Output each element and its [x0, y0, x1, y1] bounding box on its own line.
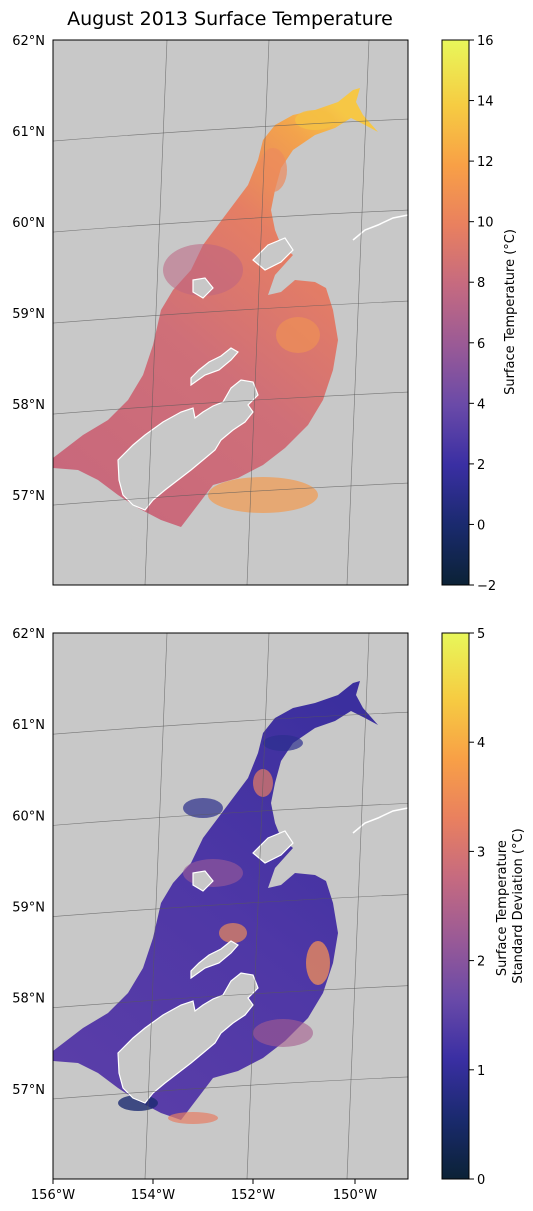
latitude-tick-label: 61°N	[12, 718, 45, 733]
meridian-line	[144, 633, 168, 1179]
colorbar-tick-label: 4	[477, 736, 485, 751]
longitude-tick-label: 152°W	[231, 1188, 275, 1203]
parallel-line	[53, 482, 408, 506]
colorbar-gradient	[442, 633, 469, 1179]
longitude-tick-label: 156°W	[31, 1188, 75, 1203]
colorbar-tick-label: 16	[477, 34, 494, 49]
longitude-ticks: 156°W 154°W 152°W 150°W	[31, 1179, 377, 1203]
parallel-line	[53, 711, 408, 735]
colorbar-gradient	[442, 40, 469, 585]
meridian-line	[246, 40, 270, 585]
colorbar-frame	[441, 632, 470, 1180]
latitude-tick-label: 57°N	[12, 489, 45, 504]
latitude-tick-label: 60°N	[12, 216, 45, 231]
colorbar-tick-label: 1	[477, 1064, 485, 1079]
longitude-tick-label: 150°W	[333, 1188, 377, 1203]
colorbar-tick-label: 14	[477, 95, 494, 110]
parallel-line	[53, 300, 408, 324]
colorbar-tick-label: 8	[477, 276, 485, 291]
parallel-line	[53, 391, 408, 415]
colorbar-tick-label: 0	[477, 518, 485, 533]
colorbar-tick-label: 5	[477, 627, 485, 642]
colorbar-tick-label: −2	[477, 579, 496, 594]
colorbar-frame	[441, 39, 470, 586]
map-frame	[52, 632, 409, 1180]
parallel-line	[53, 1076, 408, 1100]
parallel-line	[53, 803, 408, 826]
stddev-map-panel: 62°N 61°N 60°N 59°N 58°N 57°N 156°W 154°W 152°W…	[12, 627, 409, 1203]
graticule	[53, 40, 408, 585]
colorbar-tick-label: 2	[477, 955, 485, 970]
colorbar-tick-label: 10	[477, 216, 494, 231]
colorbar-ticks: 0 1 2 3 4 5	[469, 627, 485, 1188]
colorbar-label-line: Standard Deviation (°C)	[511, 828, 526, 983]
graticule	[53, 633, 408, 1179]
parallel-line	[53, 209, 408, 233]
longitude-tick-label: 154°W	[131, 1188, 175, 1203]
map-frame	[52, 39, 409, 586]
temperature-colorbar: −2 0 2 4 6 8 10 12 14 16 Surface Temperature (°C)	[441, 34, 518, 594]
colorbar-label-line: Surface Temperature	[495, 840, 510, 976]
latitude-tick-label: 61°N	[12, 125, 45, 140]
colorbar-tick-label: 4	[477, 397, 485, 412]
latitude-tick-label: 59°N	[12, 307, 45, 322]
latitude-tick-label: 59°N	[12, 901, 45, 916]
colorbar-label: Surface Temperature Standard Deviation (…	[495, 828, 526, 983]
latitude-tick-label: 62°N	[12, 627, 45, 642]
figure-title: August 2013 Surface Temperature	[67, 8, 393, 30]
latitude-tick-label: 62°N	[12, 34, 45, 49]
colorbar-label: Surface Temperature (°C)	[503, 229, 518, 395]
parallel-line	[53, 985, 408, 1009]
latitude-tick-label: 58°N	[12, 992, 45, 1007]
colorbar-ticks: −2 0 2 4 6 8 10 12 14 16	[469, 34, 496, 594]
colorbar-tick-label: 0	[477, 1173, 485, 1188]
latitude-tick-label: 58°N	[12, 398, 45, 413]
colorbar-tick-label: 2	[477, 458, 485, 473]
latitude-tick-label: 57°N	[12, 1083, 45, 1098]
meridian-line	[346, 40, 370, 585]
latitude-ticks: 62°N 61°N 60°N 59°N 58°N 57°N	[12, 627, 45, 1098]
parallel-line	[53, 894, 408, 917]
parallel-line	[53, 118, 408, 142]
colorbar-tick-label: 12	[477, 155, 494, 170]
temperature-map-panel: 62°N 61°N 60°N 59°N 58°N 57°N	[12, 34, 409, 586]
latitude-tick-label: 60°N	[12, 809, 45, 824]
meridian-line	[144, 40, 168, 585]
colorbar-tick-label: 3	[477, 845, 485, 860]
meridian-line	[246, 633, 270, 1179]
latitude-ticks: 62°N 61°N 60°N 59°N 58°N 57°N	[12, 34, 45, 504]
stddev-colorbar: 0 1 2 3 4 5 Surface Temperature Standard Devi…	[441, 627, 526, 1188]
colorbar-label-line: Surface Temperature (°C)	[503, 229, 518, 395]
meridian-line	[346, 633, 370, 1179]
colorbar-tick-label: 6	[477, 337, 485, 352]
